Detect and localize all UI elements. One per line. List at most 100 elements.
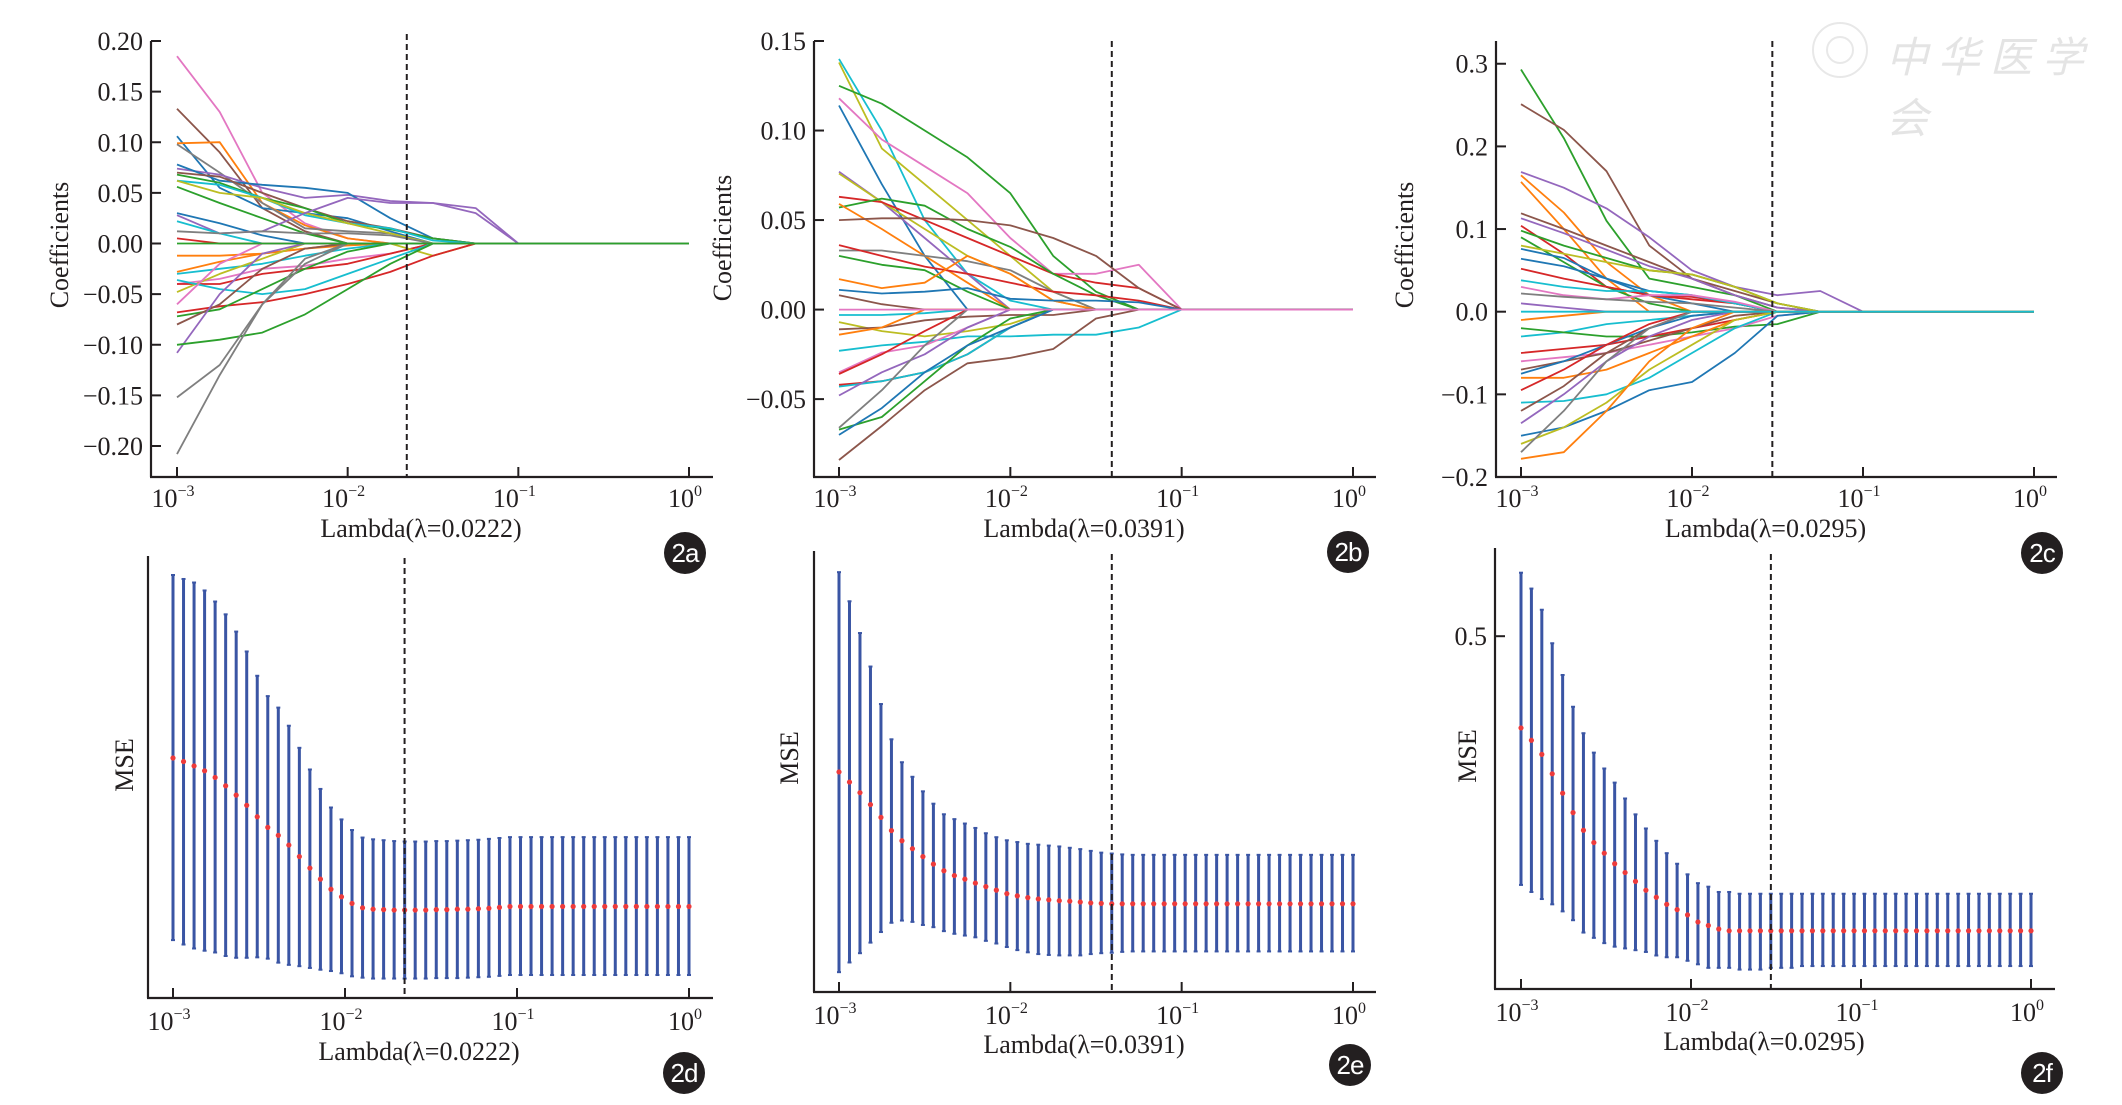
mean-mse-point	[391, 907, 397, 913]
mean-mse-point	[1799, 928, 1805, 934]
mean-mse-point	[1119, 901, 1125, 907]
y-tick-label: −0.1	[1441, 380, 1488, 409]
x-tick-base: 10	[491, 1007, 517, 1036]
coefficient-path	[838, 308, 1353, 461]
y-tick-label: −0.15	[83, 381, 143, 410]
mean-mse-point	[1851, 928, 1857, 934]
x-tick-exponent: −2	[348, 483, 365, 500]
panel-badge-label: 2f	[2032, 1058, 2053, 1088]
mean-mse-point	[1182, 901, 1188, 907]
y-tick-label: 0.10	[98, 128, 144, 157]
panel-badge	[664, 532, 706, 574]
panel-badge-label: 2e	[1337, 1050, 1364, 1080]
y-axis-label: MSE	[1453, 729, 1482, 782]
mean-mse-point	[1214, 901, 1220, 907]
y-tick-label: −0.10	[83, 331, 143, 360]
mean-mse-point	[1088, 900, 1094, 906]
mean-mse-point	[1025, 895, 1031, 901]
mean-mse-point	[254, 814, 260, 820]
coefficient-path	[176, 242, 689, 346]
x-tick-label: 10−2	[1665, 997, 1708, 1027]
mean-mse-point	[1308, 901, 1314, 907]
mean-mse-point	[1539, 751, 1545, 757]
mean-mse-point	[1161, 901, 1167, 907]
mean-mse-point	[612, 903, 618, 910]
y-tick-label: −0.2	[1441, 463, 1488, 492]
mean-mse-point	[899, 838, 905, 844]
y-tick-label: 0.20	[98, 27, 144, 56]
mean-mse-point	[1266, 901, 1272, 907]
coefficient-path	[176, 242, 689, 285]
mean-mse-point	[1518, 725, 1524, 731]
x-axis-label: Lambda(λ=0.0391)	[983, 514, 1184, 543]
mean-mse-point	[962, 876, 968, 882]
mean-mse-point	[951, 872, 957, 879]
x-tick-label: 100	[1332, 483, 1366, 513]
mean-mse-point	[1245, 901, 1251, 907]
x-tick-label: 10−3	[1495, 997, 1538, 1027]
mean-mse-point	[170, 755, 176, 761]
coefficient-path	[838, 62, 1353, 311]
mean-mse-point	[1986, 928, 1992, 934]
x-tick-label: 10−1	[1835, 997, 1878, 1027]
mean-mse-point	[570, 903, 576, 910]
mean-mse-point	[1255, 901, 1262, 907]
coefficient-path	[1520, 310, 2034, 375]
y-tick-label: 0.05	[761, 206, 807, 235]
y-axis-label: MSE	[775, 731, 804, 784]
coefficient-path	[838, 308, 1353, 436]
y-tick-label: −0.20	[83, 432, 143, 461]
panel-badge	[2021, 1052, 2063, 1094]
x-tick-base: 10	[151, 484, 177, 513]
coefficient-path	[176, 242, 689, 399]
x-tick-exponent: −3	[1521, 997, 1538, 1014]
x-tick-base: 10	[2013, 484, 2039, 513]
panel-badge	[1327, 531, 1369, 573]
x-tick-label: 10−2	[985, 483, 1028, 513]
mean-mse-point	[1913, 928, 1920, 934]
x-tick-exponent: −3	[839, 1000, 856, 1017]
x-tick-exponent: −1	[1182, 1000, 1199, 1017]
mean-mse-point	[1140, 901, 1146, 907]
mean-mse-point	[1747, 928, 1753, 934]
mean-mse-point	[528, 903, 534, 910]
panel-badge-label: 2a	[672, 538, 700, 568]
mean-mse-point	[857, 790, 863, 796]
x-tick-label: 10−2	[1666, 483, 1709, 513]
mean-mse-point	[602, 903, 608, 910]
x-tick-exponent: 0	[2039, 483, 2047, 500]
mean-mse-point	[888, 827, 895, 834]
mean-mse-point	[2007, 928, 2013, 934]
y-tick-label: 0.0	[1456, 298, 1489, 327]
mean-mse-point	[1841, 928, 1847, 934]
mean-mse-point	[538, 903, 545, 910]
x-tick-exponent: −3	[1521, 483, 1538, 500]
x-tick-base: 10	[985, 1001, 1011, 1030]
mean-mse-point	[1329, 901, 1335, 907]
x-tick-base: 10	[319, 1007, 345, 1036]
mean-mse-point	[1705, 922, 1711, 929]
plot-area	[836, 571, 1356, 974]
x-tick-exponent: −2	[1011, 483, 1028, 500]
coefficient-path	[838, 308, 1353, 431]
x-tick-exponent: −1	[519, 483, 536, 500]
mean-mse-point	[1172, 901, 1178, 907]
panel-badge	[663, 1052, 705, 1094]
mean-mse-point	[1591, 839, 1597, 846]
coefficient-path	[177, 242, 689, 257]
mean-mse-point	[1067, 898, 1073, 904]
x-tick-label: 10−3	[813, 483, 856, 513]
mean-mse-point	[836, 769, 842, 775]
y-tick-label: 0.15	[98, 78, 144, 107]
mean-mse-point	[654, 903, 661, 910]
x-tick-base: 10	[668, 1007, 694, 1036]
x-tick-label: 10−1	[1156, 1000, 1199, 1030]
mean-mse-point	[1601, 850, 1607, 856]
panel-badge	[1329, 1044, 1371, 1086]
mean-mse-point	[412, 907, 418, 913]
mean-mse-point	[1861, 928, 1868, 934]
mean-mse-point	[1674, 907, 1680, 913]
x-tick-label: 10−2	[985, 1000, 1028, 1030]
y-tick-label: 0.05	[98, 179, 144, 208]
